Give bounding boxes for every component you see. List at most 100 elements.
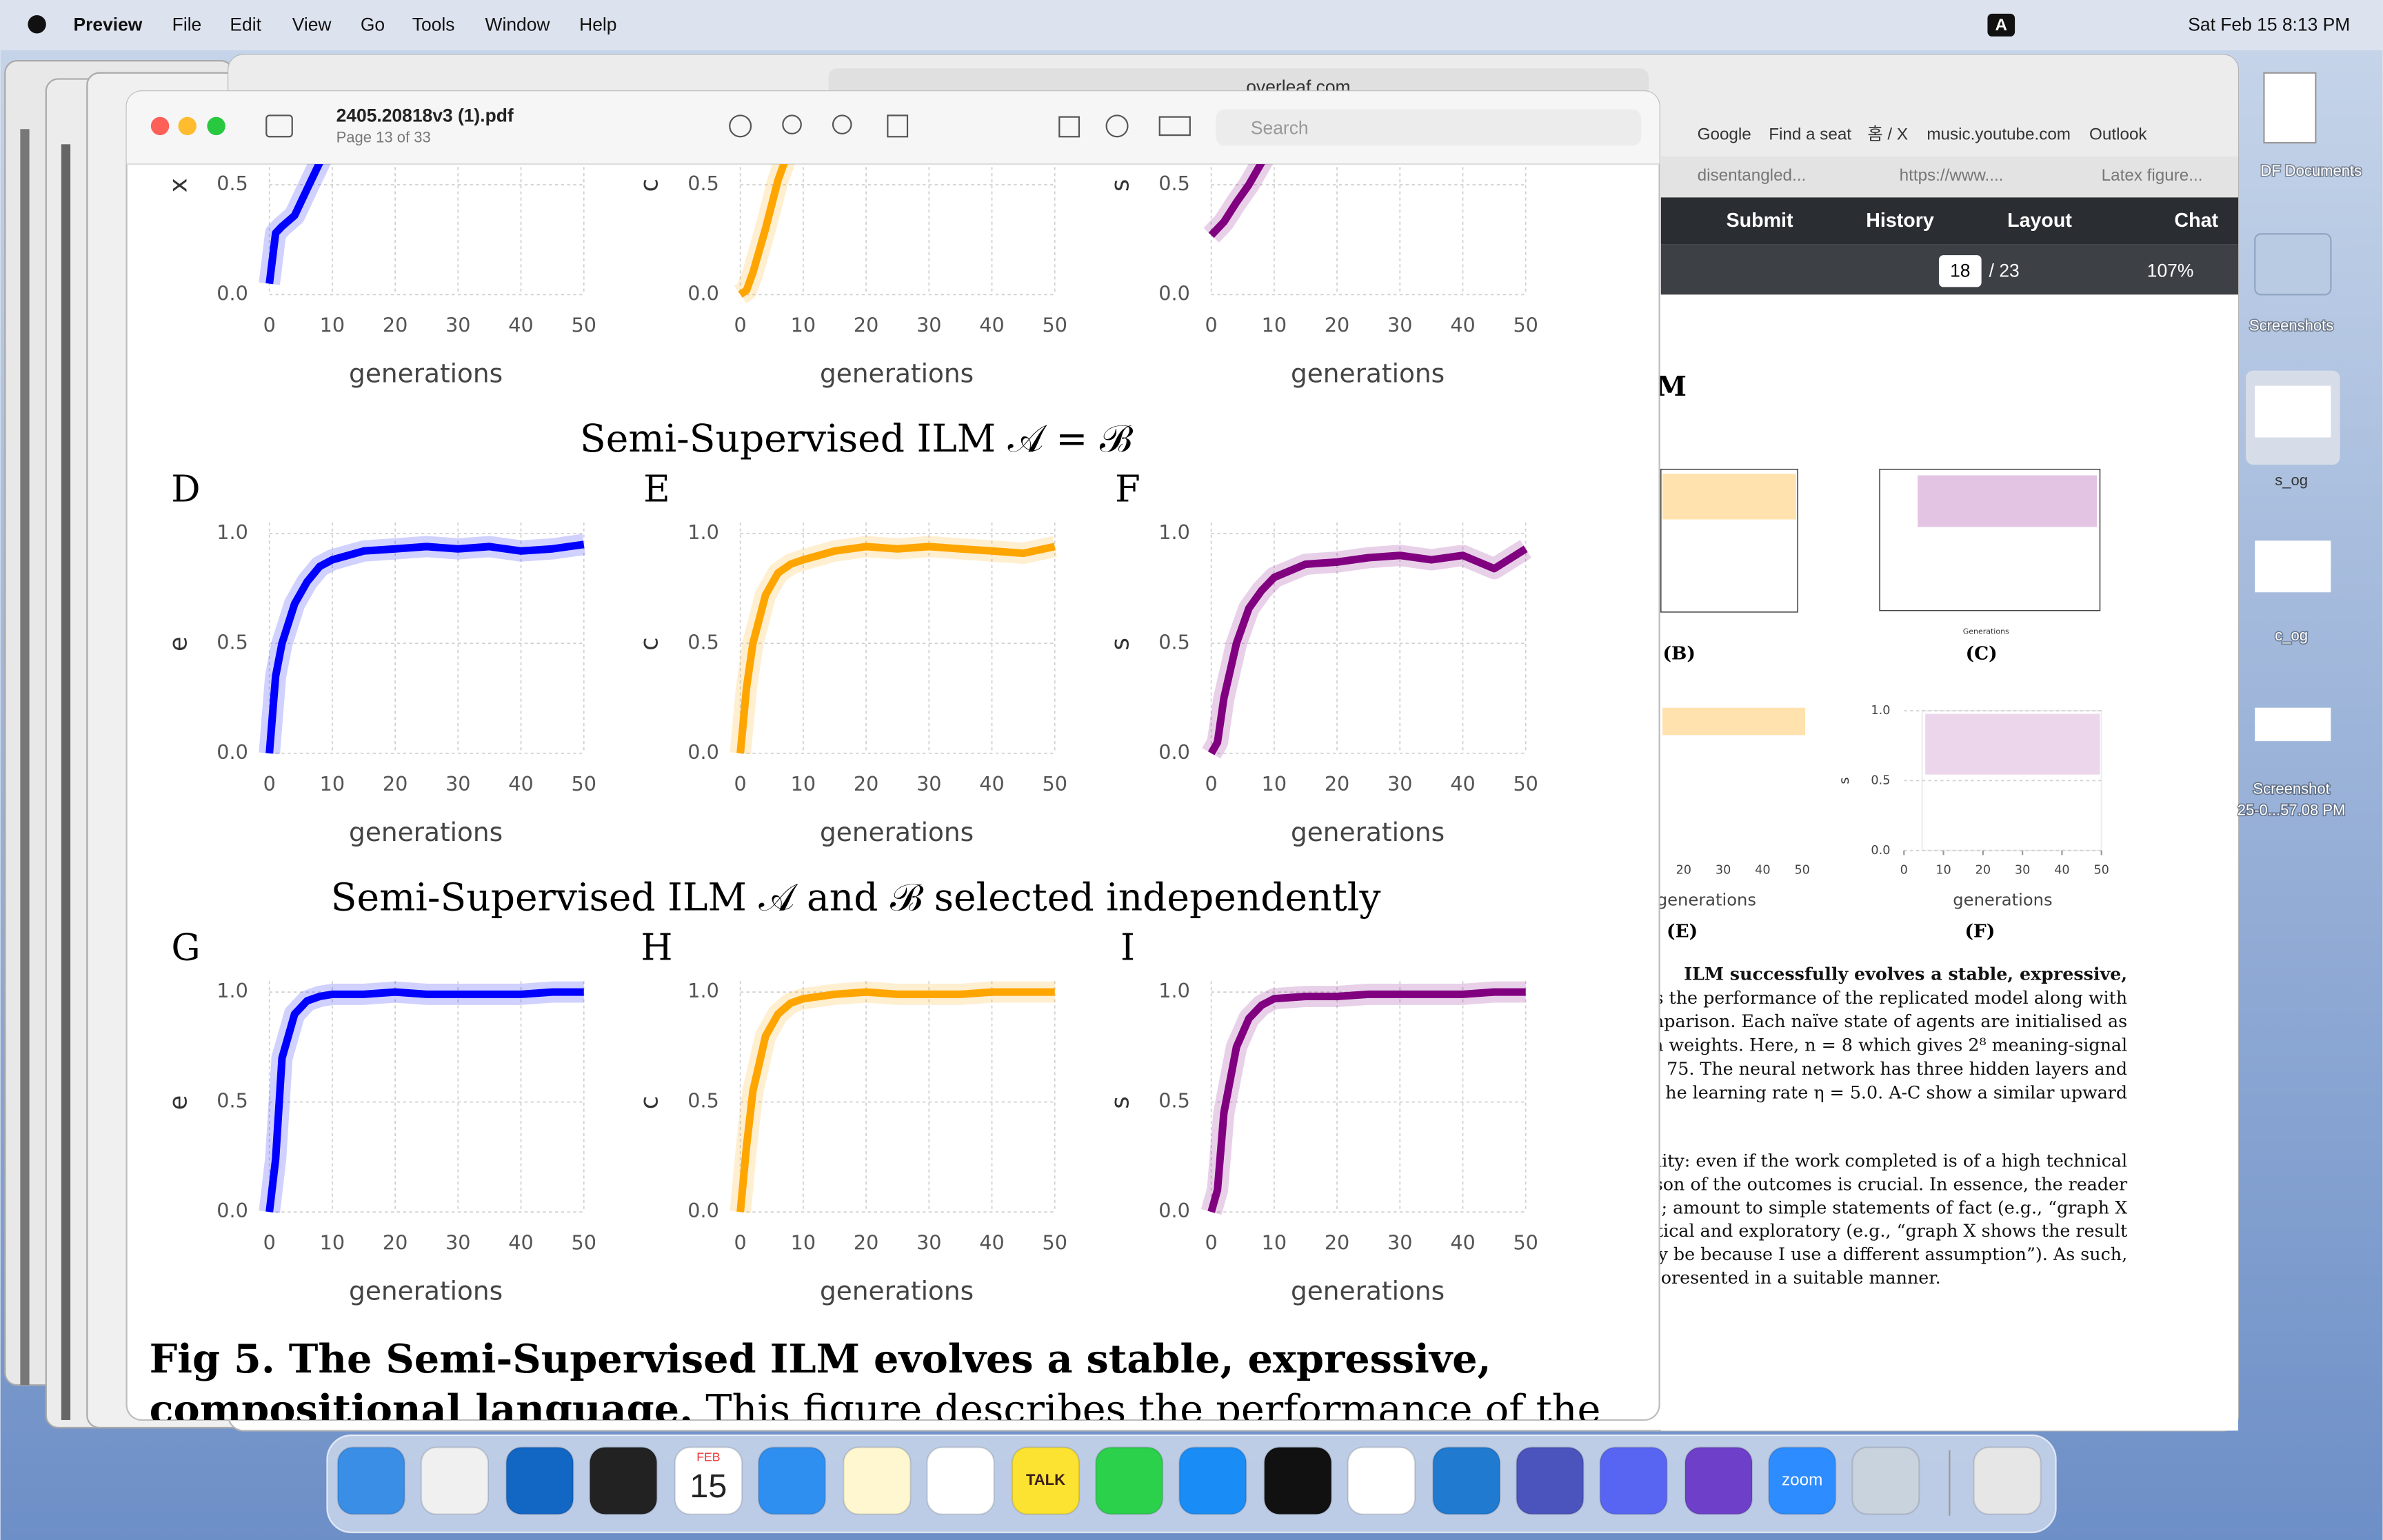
tab[interactable]: https://www.... (1900, 166, 2004, 185)
file-icon[interactable] (2255, 385, 2331, 438)
close-button[interactable] (150, 116, 170, 136)
menu[interactable]: Go (361, 14, 385, 34)
minimize-button[interactable] (178, 116, 197, 136)
layout-button[interactable]: Layout (2007, 210, 2072, 232)
menu[interactable]: Help (579, 14, 616, 34)
dock-discord[interactable] (1599, 1446, 1668, 1515)
dock-slack[interactable] (926, 1446, 995, 1515)
dock-finder[interactable] (336, 1446, 405, 1515)
app-menu[interactable]: Preview (73, 14, 142, 34)
mini-x-tick-label: 20 (1676, 863, 1691, 877)
caption-line: ates the performance of the replicated m… (1627, 987, 2127, 1008)
mini-y-tick-label: 0.5 (1871, 773, 1890, 787)
mini-x-tick-label: 30 (1716, 863, 1731, 877)
caption-line: om weights. Here, n = 8 which gives 2⁸ m… (1636, 1035, 2127, 1055)
x-tick-label: 40 (1450, 314, 1475, 337)
share-button[interactable] (887, 114, 909, 138)
subfigure-label: (B) (1663, 643, 1696, 665)
dock-notes[interactable] (843, 1446, 912, 1515)
dock-whatsapp[interactable] (1095, 1446, 1164, 1515)
menubar (0, 0, 2383, 50)
menu[interactable]: Edit (230, 14, 261, 34)
dock-preview[interactable] (1851, 1446, 1920, 1515)
y-tick-label: 1.0 (687, 520, 719, 544)
heading-fragment: M (1656, 371, 1687, 403)
x-tick-label: 10 (320, 772, 345, 796)
submit-button[interactable]: Submit (1727, 210, 1793, 232)
x-tick-label: 20 (1325, 1230, 1349, 1254)
dock-perplexity[interactable] (589, 1446, 658, 1515)
mini-x-label: generations (1657, 890, 1756, 909)
menu[interactable]: Tools (412, 14, 455, 34)
caption-bold: compositional language. (150, 1386, 693, 1432)
menu[interactable]: Window (485, 14, 551, 34)
y-axis-label: s (1107, 1096, 1135, 1108)
chat-button[interactable]: Chat (2174, 210, 2218, 232)
tab[interactable]: disentangled... (1698, 166, 1807, 185)
file-icon[interactable] (2263, 72, 2317, 144)
search-field[interactable] (1216, 109, 1642, 146)
dock-launchpad[interactable] (420, 1446, 490, 1515)
input-source[interactable] (1987, 13, 2015, 37)
dock-vscode[interactable] (1432, 1446, 1501, 1515)
zoom-level[interactable]: 107% (2147, 260, 2194, 281)
x-tick-label: 10 (320, 314, 345, 337)
y-tick-label: 0.0 (217, 1199, 248, 1222)
sidebar-button[interactable] (265, 114, 293, 138)
bookmark[interactable]: 홈 / X (1867, 125, 1908, 143)
y-tick-label: 0.5 (1158, 172, 1190, 195)
page-input[interactable] (1938, 255, 1982, 287)
x-tick-label: 40 (979, 314, 1004, 337)
y-tick-label: 0.0 (687, 281, 719, 305)
dock-terminal[interactable] (1263, 1446, 1332, 1515)
x-tick-label: 10 (791, 1230, 816, 1254)
calendar-month: FEB (696, 1450, 720, 1464)
zoom-in-button[interactable] (832, 114, 852, 134)
history-button[interactable]: History (1866, 210, 1934, 232)
bookmark[interactable]: Outlook (2089, 125, 2147, 143)
x-tick-label: 0 (1205, 314, 1218, 337)
dock-safari[interactable] (757, 1446, 827, 1515)
x-tick-label: 20 (383, 772, 408, 796)
dock-github-desktop[interactable] (1684, 1446, 1753, 1515)
bookmark[interactable]: Google (1698, 125, 1751, 143)
apple-menu[interactable] (28, 15, 46, 34)
dock-calendar[interactable] (674, 1446, 743, 1515)
form-button[interactable] (1158, 116, 1191, 136)
markup-button[interactable] (1105, 114, 1129, 138)
page-total: / 23 (1989, 260, 2020, 281)
x-axis-label: generations (1291, 358, 1445, 389)
rotate-button[interactable] (1058, 116, 1080, 138)
desktop-label: s_og (2275, 472, 2308, 489)
dock-outlook[interactable] (505, 1446, 574, 1515)
dock-chrome[interactable] (1347, 1446, 1416, 1515)
bookmark[interactable]: Find a seat (1769, 125, 1851, 143)
zoom-out-button[interactable] (782, 114, 802, 134)
menu[interactable]: View (292, 14, 332, 34)
info-button[interactable] (729, 114, 752, 138)
folder-icon[interactable] (2254, 233, 2332, 296)
dock-zoom[interactable] (1768, 1446, 1837, 1515)
caption-line: · 75. The neural network has three hidde… (1656, 1058, 2127, 1079)
dock-app-store[interactable] (1178, 1446, 1247, 1515)
file-icon[interactable] (2255, 540, 2331, 593)
x-axis-label: generations (820, 1275, 974, 1306)
dock-trash[interactable] (1973, 1446, 2042, 1515)
zoom-label: zoom (1782, 1470, 1822, 1489)
window-edge (61, 144, 71, 1420)
mini-x-label: Generations (1963, 627, 2009, 636)
y-tick-label: 0.0 (1158, 281, 1190, 305)
dock-kakaotalk[interactable] (1011, 1446, 1080, 1515)
menu[interactable]: File (172, 14, 202, 34)
subfigure-label: (E) (1667, 921, 1698, 942)
mini-x-tick-label: 20 (1975, 863, 1991, 877)
file-icon[interactable] (2255, 707, 2331, 742)
zoom-button[interactable] (207, 116, 225, 136)
bookmark[interactable]: music.youtube.com (1927, 125, 2071, 143)
dock-teams[interactable] (1516, 1446, 1585, 1515)
x-tick-label: 50 (572, 772, 596, 796)
tab-bar (1660, 156, 2238, 198)
mini-x-tick-label: 50 (2093, 863, 2109, 877)
tab[interactable]: Latex figure... (2102, 166, 2203, 185)
